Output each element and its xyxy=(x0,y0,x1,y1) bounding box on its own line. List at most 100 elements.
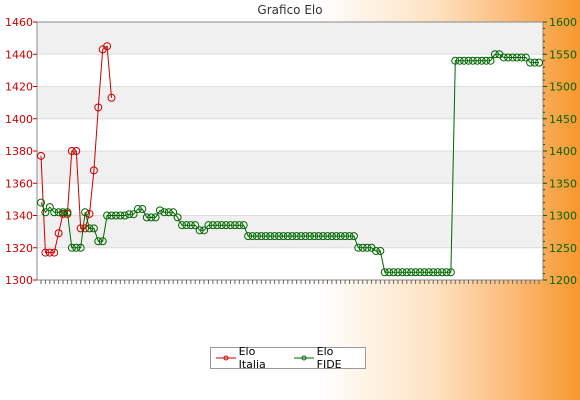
data-point-elo-fide xyxy=(442,268,451,277)
data-point-elo-fide xyxy=(385,268,394,277)
data-point-elo-fide xyxy=(345,232,354,241)
data-point-elo-fide xyxy=(191,221,200,230)
data-point-elo-fide xyxy=(301,232,310,241)
left-tick-label: 1300 xyxy=(5,274,33,287)
data-point-elo-fide xyxy=(279,232,288,241)
data-point-elo-fide xyxy=(468,56,477,65)
data-point-elo-fide xyxy=(297,232,306,241)
data-point-elo-fide xyxy=(429,268,438,277)
data-point-elo-fide xyxy=(389,268,398,277)
data-point-elo-fide xyxy=(349,232,358,241)
left-tick-label: 1360 xyxy=(5,177,33,190)
data-point-elo-italia xyxy=(37,151,45,160)
data-point-elo-fide xyxy=(239,221,248,230)
legend-marker-elo-italia xyxy=(216,355,236,361)
data-point-elo-fide xyxy=(178,221,187,230)
left-tick-label: 1380 xyxy=(5,145,33,158)
left-tick-label: 1320 xyxy=(5,242,33,255)
data-point-elo-fide xyxy=(81,208,90,217)
data-point-elo-fide xyxy=(482,56,491,65)
data-point-elo-fide xyxy=(147,213,156,222)
data-point-elo-fide xyxy=(111,211,120,220)
data-point-elo-fide xyxy=(420,268,429,277)
data-point-elo-fide xyxy=(283,232,292,241)
data-point-elo-italia xyxy=(54,229,63,238)
data-point-elo-fide xyxy=(341,232,350,241)
data-point-elo-fide xyxy=(327,232,336,241)
data-point-elo-fide xyxy=(504,53,513,62)
data-point-elo-fide xyxy=(173,213,182,222)
data-point-elo-fide xyxy=(521,53,530,62)
data-point-elo-fide xyxy=(380,268,389,277)
data-point-elo-fide xyxy=(526,58,535,67)
data-point-elo-fide xyxy=(292,232,301,241)
data-point-elo-fide xyxy=(336,232,345,241)
data-point-elo-fide xyxy=(59,208,68,217)
data-point-elo-fide xyxy=(133,205,142,214)
data-point-elo-fide xyxy=(433,268,442,277)
data-point-elo-italia xyxy=(103,42,112,51)
data-point-elo-fide xyxy=(116,211,125,220)
data-point-elo-fide xyxy=(142,213,151,222)
data-point-elo-fide xyxy=(424,268,433,277)
data-point-elo-fide xyxy=(213,221,222,230)
data-point-elo-fide xyxy=(398,268,407,277)
data-point-elo-italia xyxy=(107,93,116,102)
legend-label-elo-fide: Elo FIDE xyxy=(316,345,342,371)
legend-item-elo-italia: Elo Italia xyxy=(215,345,289,371)
grid-band xyxy=(37,215,543,248)
data-point-elo-fide xyxy=(446,268,455,277)
data-point-elo-fide xyxy=(37,198,45,207)
right-tick-label: 1500 xyxy=(549,81,577,94)
data-point-elo-fide xyxy=(252,232,261,241)
data-point-elo-fide xyxy=(182,221,191,230)
data-point-elo-fide xyxy=(89,224,98,233)
data-point-elo-fide xyxy=(248,232,257,241)
grid-band xyxy=(37,86,543,119)
data-point-elo-fide xyxy=(257,232,266,241)
data-point-elo-fide xyxy=(160,208,169,217)
chart-title: Grafico Elo xyxy=(257,3,323,17)
data-point-elo-fide xyxy=(508,53,517,62)
data-point-elo-fide xyxy=(244,232,253,241)
left-tick-label: 1460 xyxy=(5,16,33,29)
data-point-elo-fide xyxy=(490,50,499,59)
data-point-elo-fide xyxy=(310,232,319,241)
legend: Elo Italia Elo FIDE xyxy=(210,345,366,371)
data-point-elo-fide xyxy=(72,243,81,252)
data-point-elo-fide xyxy=(416,268,425,277)
data-point-elo-fide xyxy=(261,232,270,241)
grid-band xyxy=(37,151,543,184)
data-point-elo-fide xyxy=(319,232,328,241)
data-point-elo-italia xyxy=(41,248,50,257)
data-point-elo-fide xyxy=(332,232,341,241)
right-tick-label: 1250 xyxy=(549,242,577,255)
data-point-elo-italia xyxy=(94,103,103,112)
legend-marker-elo-fide xyxy=(294,355,314,361)
data-point-elo-fide xyxy=(186,221,195,230)
data-point-elo-fide xyxy=(226,221,235,230)
data-point-elo-fide xyxy=(266,232,275,241)
data-point-elo-fide xyxy=(402,268,411,277)
data-point-elo-fide xyxy=(460,56,469,65)
left-tick-label: 1340 xyxy=(5,210,33,223)
data-point-elo-fide xyxy=(473,56,482,65)
data-point-elo-fide xyxy=(50,208,59,217)
left-tick-label: 1400 xyxy=(5,113,33,126)
data-point-elo-italia xyxy=(76,224,85,233)
data-point-elo-fide xyxy=(358,243,367,252)
data-point-elo-fide xyxy=(98,237,107,246)
data-point-elo-fide xyxy=(45,203,54,212)
data-point-elo-fide xyxy=(217,221,226,230)
right-tick-label: 1350 xyxy=(549,177,577,190)
legend-item-elo-fide: Elo FIDE xyxy=(293,345,365,371)
data-point-elo-fide xyxy=(235,221,244,230)
data-point-elo-fide xyxy=(438,268,447,277)
data-point-elo-fide xyxy=(54,208,63,217)
data-point-elo-fide xyxy=(535,58,543,67)
data-point-elo-fide xyxy=(103,211,112,220)
data-point-elo-italia xyxy=(72,147,81,155)
data-point-elo-fide xyxy=(155,206,164,215)
